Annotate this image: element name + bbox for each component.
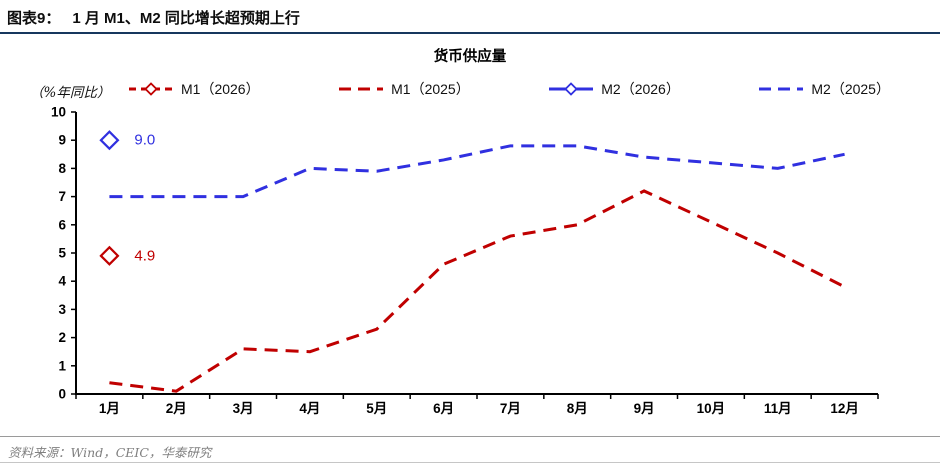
y-tick-label: 8 [58,161,66,176]
chart-title: 货币供应量 [433,49,507,65]
y-tick-label: 0 [58,387,66,402]
point-value-label: 9.0 [134,132,155,149]
chart-legend: M1（2026） M1（2025） M2（2026） M2（2025） [128,79,890,99]
legend-item-m1-2025-: M1（2025） [338,79,470,99]
legend-marker-icon [129,82,173,96]
legend-item-m2-2025-: M2（2025） [758,79,890,99]
source-text: Wind，CEIC，华泰研究 [70,445,212,460]
point-value-label: 4.9 [134,247,155,264]
y-tick-label: 5 [58,246,66,261]
y-tick-label: 9 [58,133,66,148]
figure-header: 图表9： 1 月 M1、M2 同比增长超预期上行 [7,7,300,28]
series-point-m2-2026- [99,130,120,151]
x-tick-label: 4月 [299,401,320,416]
series-line-m2-2025- [109,144,845,199]
x-tick-label: 9月 [634,401,655,416]
x-tick-label: 8月 [567,401,588,416]
figure-tag: 图表9： [7,10,61,27]
x-tick-label: 5月 [366,401,387,416]
legend-label: M1（2026） [181,81,260,97]
x-tick-label: 12月 [830,401,859,416]
legend-marker-icon [549,82,594,96]
bottom-border [0,462,940,463]
y-tick-label: 3 [58,302,66,317]
source-prefix: 资料来源： [8,445,71,460]
x-tick-label: 1月 [99,401,120,416]
x-tick-label: 6月 [433,401,454,416]
x-tick-label: 3月 [233,401,254,416]
legend-marker-icon [759,87,804,91]
y-tick-label: 6 [58,217,66,232]
diamond-marker-icon [144,82,158,96]
y-tick-label: 4 [58,274,66,289]
legend-label: M2（2025） [811,81,890,97]
legend-label: M2（2026） [601,81,680,97]
legend-marker-icon [339,87,384,91]
y-tick-label: 10 [51,105,66,120]
x-tick-label: 11月 [764,401,792,416]
y-tick-label: 7 [58,189,66,204]
legend-item-m1-2026-: M1（2026） [128,79,260,99]
y-tick-label: 2 [58,330,66,345]
series-line-m1-2025- [109,189,846,393]
x-tick-label: 7月 [500,401,521,416]
x-tick-label: 10月 [697,401,726,416]
legend-label: M1（2025） [391,81,470,97]
diamond-marker-icon [564,82,579,96]
chart-plot: 0 1 2 3 4 5 6 7 8 9 10 1月 2月 3月 4月 5月 6月 7月 8月 9月 10月 11月 12月 4… [51,105,879,416]
series-point-m1-2026- [99,245,120,266]
y-tick-label: 1 [58,358,66,373]
legend-item-m2-2026-: M2（2026） [548,79,680,99]
source-line: 资料来源：Wind，CEIC，华泰研究 [8,442,211,461]
source-divider [0,436,940,437]
y-axis-unit-label: （%年同比） [30,85,111,101]
header-divider [0,32,940,34]
x-tick-label: 2月 [166,401,187,416]
figure-title: 1 月 M1、M2 同比增长超预期上行 [72,10,300,27]
